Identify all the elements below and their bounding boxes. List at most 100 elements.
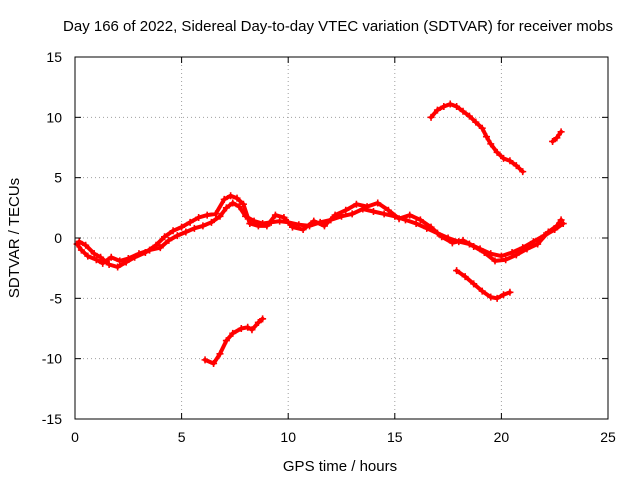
- data-point: [549, 137, 557, 145]
- series-main-track-b: [75, 192, 565, 271]
- data-point: [310, 217, 318, 225]
- data-point: [459, 236, 467, 244]
- data-point: [427, 223, 435, 231]
- data-point: [320, 222, 328, 230]
- data-point: [229, 329, 237, 337]
- data-point: [448, 239, 456, 247]
- y-tick-label: -10: [42, 351, 62, 367]
- data-point: [152, 241, 160, 249]
- data-point: [374, 199, 382, 207]
- data-point: [186, 218, 194, 226]
- data-point: [280, 213, 288, 221]
- data-point: [512, 251, 520, 259]
- data-point: [482, 133, 490, 141]
- data-point: [203, 211, 211, 219]
- data-point: [75, 238, 83, 246]
- data-point: [233, 194, 241, 202]
- data-point: [506, 157, 514, 165]
- y-tick-label: 15: [46, 49, 62, 65]
- y-tick-label: -5: [50, 290, 63, 306]
- data-point: [222, 204, 230, 212]
- data-point: [288, 223, 296, 231]
- data-point: [173, 232, 181, 240]
- data-point: [395, 215, 403, 223]
- y-tick-label: 10: [46, 109, 62, 125]
- series-line: [429, 102, 525, 174]
- data-point: [487, 140, 495, 148]
- data-point: [141, 248, 149, 256]
- data-point: [369, 207, 377, 215]
- data-point: [557, 216, 565, 224]
- data-point: [239, 200, 247, 208]
- data-point: [122, 258, 130, 266]
- data-point: [465, 112, 473, 120]
- data-point: [84, 252, 92, 260]
- data-point: [107, 253, 115, 261]
- data-point: [220, 195, 228, 203]
- data-point: [500, 291, 508, 299]
- data-point: [453, 267, 461, 275]
- series-line: [203, 316, 265, 366]
- data-point: [222, 337, 230, 345]
- data-point: [427, 113, 435, 121]
- data-point: [491, 257, 499, 265]
- plot-frame: [74, 56, 609, 420]
- data-point: [478, 124, 486, 132]
- data-point: [534, 240, 542, 248]
- x-axis-label: GPS time / hours: [283, 458, 397, 475]
- data-point: [92, 256, 100, 264]
- y-axis-label: SDTVAR / TECUs: [6, 178, 23, 298]
- x-tick-label: 25: [600, 429, 616, 445]
- y-tick-label: 5: [54, 170, 62, 186]
- data-point: [216, 212, 224, 220]
- data-point: [271, 211, 279, 219]
- data-point: [227, 192, 235, 200]
- data-point: [380, 210, 388, 218]
- data-point: [459, 107, 467, 115]
- data-point: [519, 168, 527, 176]
- data-point: [470, 242, 478, 250]
- data-point: [363, 203, 371, 211]
- data-point: [97, 253, 105, 261]
- data-point: [248, 326, 256, 334]
- data-point: [105, 261, 113, 269]
- data-point: [182, 228, 190, 236]
- data-point: [199, 222, 207, 230]
- series-upper-track: [427, 100, 527, 176]
- x-tick-label: 15: [387, 429, 403, 445]
- data-point: [263, 222, 271, 230]
- data-point: [557, 128, 565, 136]
- data-point: [478, 287, 486, 295]
- data-point: [259, 315, 267, 323]
- data-point: [254, 318, 262, 326]
- data-point: [165, 236, 173, 244]
- data-point: [178, 223, 186, 231]
- data-point: [201, 356, 209, 364]
- data-point: [406, 211, 414, 219]
- data-point: [212, 210, 220, 218]
- data-point: [412, 220, 420, 228]
- data-point: [195, 213, 203, 221]
- data-point: [210, 359, 218, 367]
- data-point: [453, 102, 461, 110]
- data-point: [348, 210, 356, 218]
- data-point: [553, 134, 561, 142]
- data-point: [461, 273, 469, 281]
- data-point: [229, 199, 237, 207]
- data-point: [342, 206, 350, 214]
- series-line: [77, 193, 564, 269]
- data-point: [244, 323, 252, 331]
- data-point: [116, 257, 124, 265]
- data-point: [433, 106, 441, 114]
- chart-title: Day 166 of 2022, Sidereal Day-to-day VTE…: [63, 18, 613, 35]
- data-point: [523, 245, 531, 253]
- axis-ticks: 0 5 10 15 20 25 -15 -10 -5 0 5 10 15: [42, 49, 616, 445]
- data-point: [512, 162, 520, 170]
- grid-lines: [75, 57, 608, 419]
- data-point: [493, 148, 501, 156]
- series-lower-left-track: [201, 315, 267, 367]
- data-point: [438, 233, 446, 241]
- x-tick-label: 0: [71, 429, 79, 445]
- data-point: [77, 246, 85, 254]
